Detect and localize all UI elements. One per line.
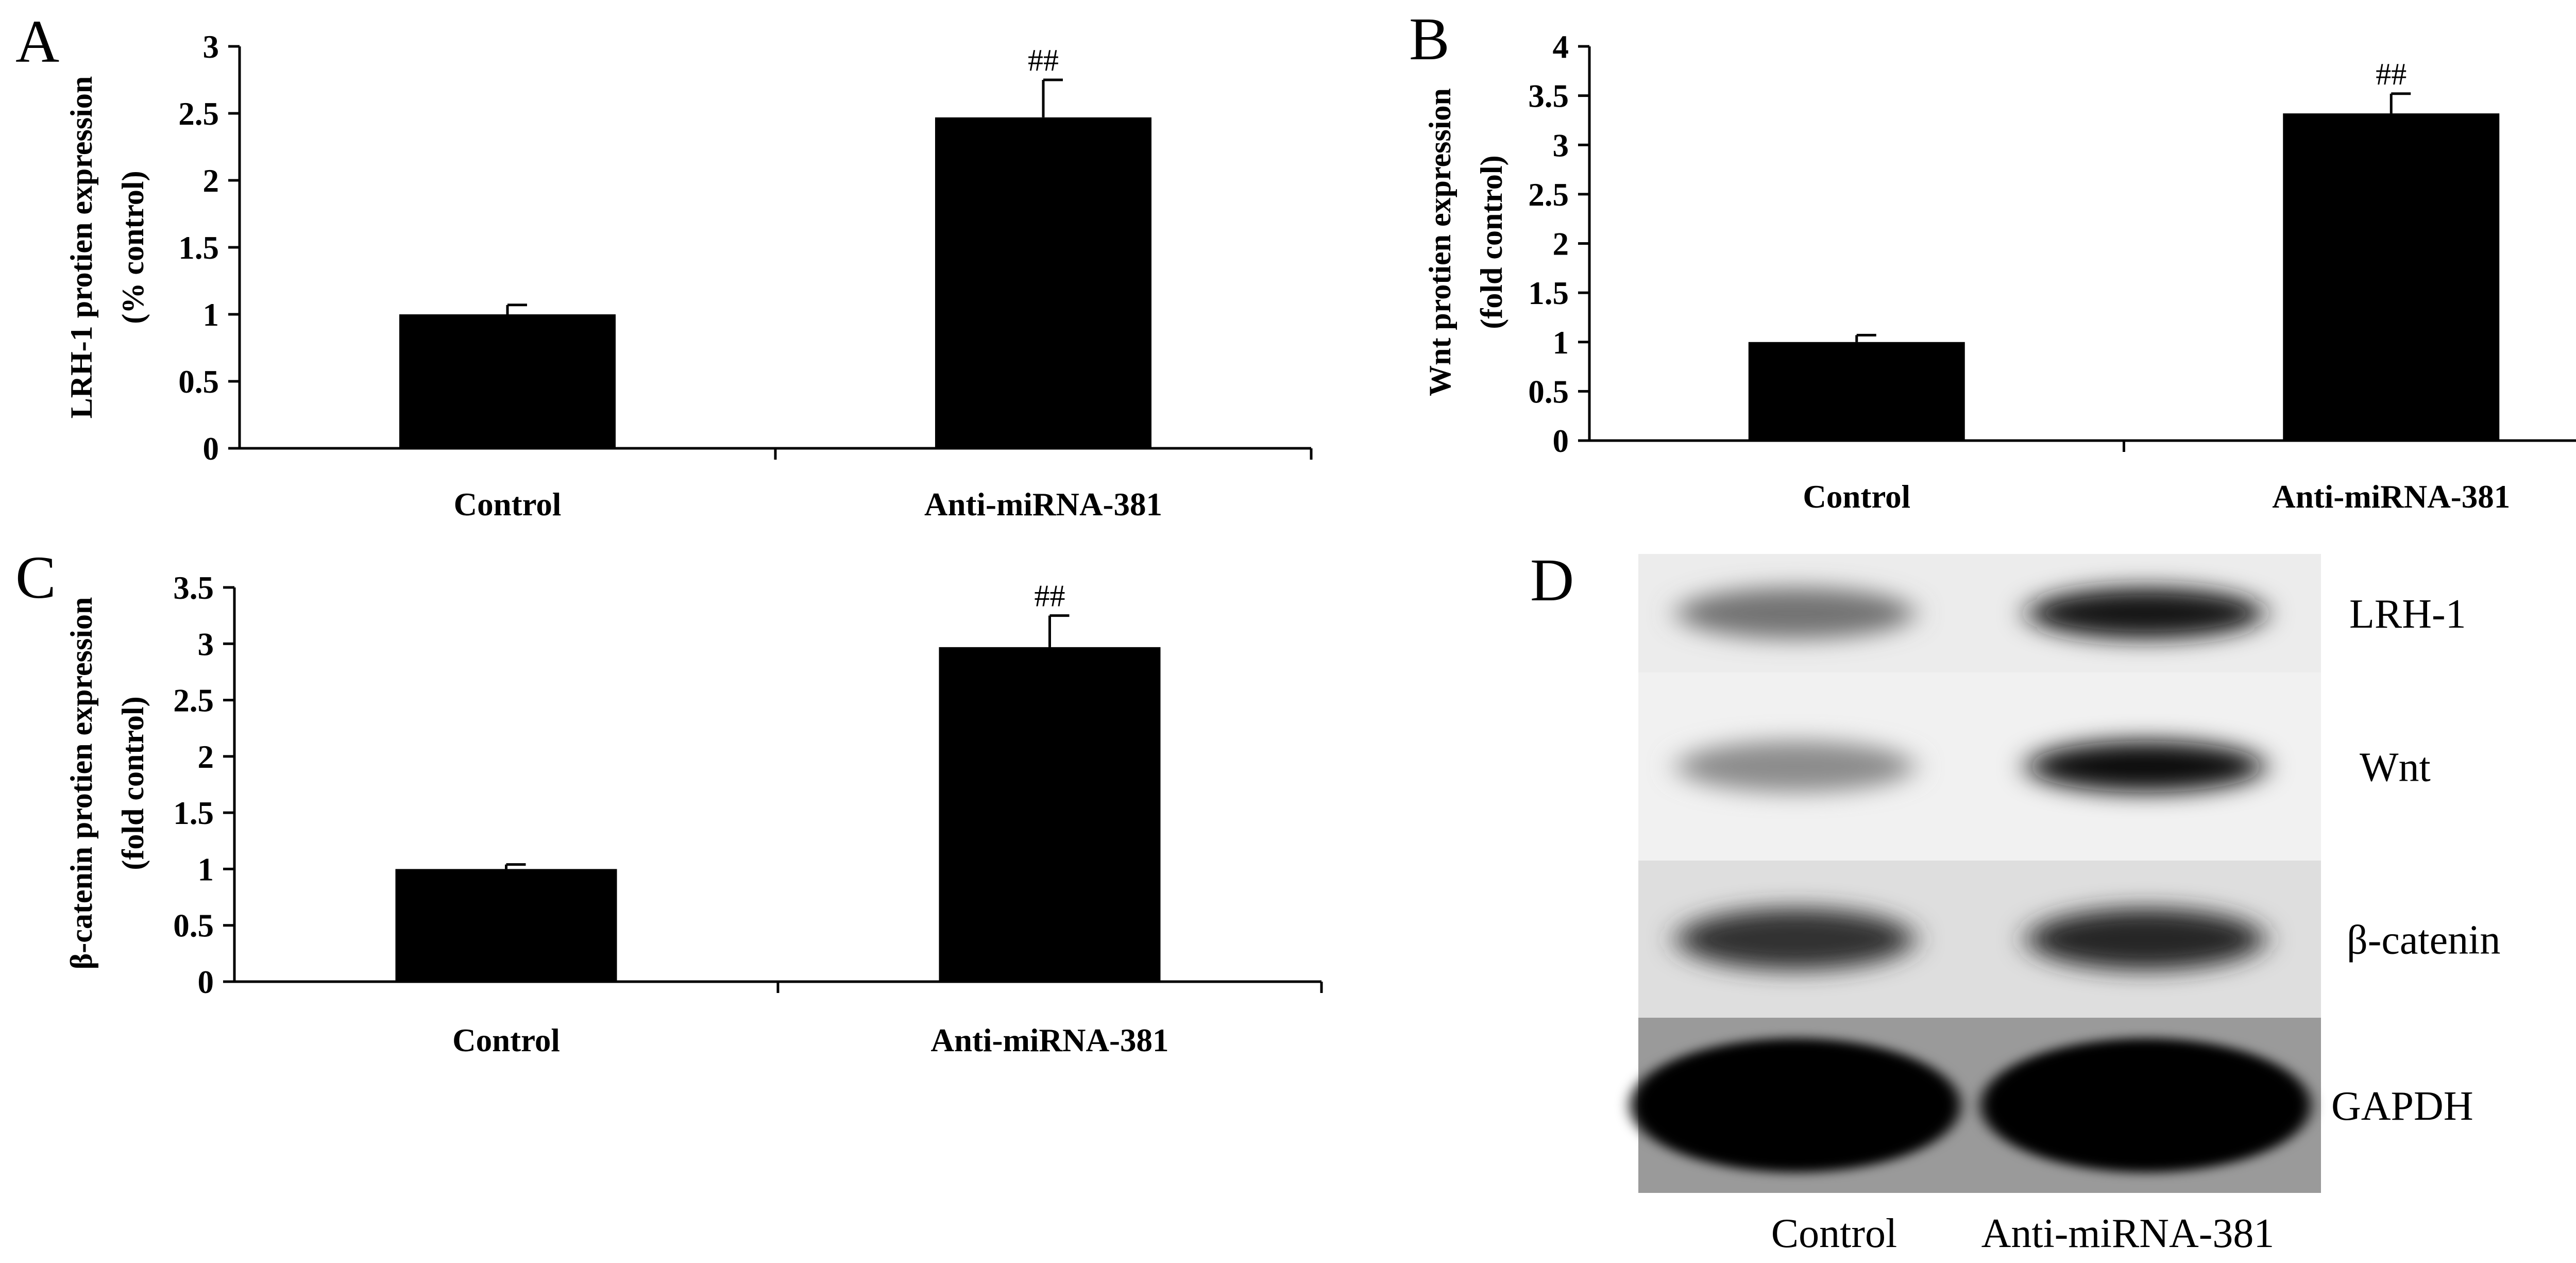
significance-mark: ## (2376, 57, 2406, 91)
y-tick-label: 1.5 (178, 230, 219, 266)
y-tick-label: 0.5 (1528, 374, 1569, 410)
y-tick-label: 0 (1553, 423, 1569, 459)
bar-anti-mirna-381 (935, 117, 1151, 449)
y-tick-label: 0 (198, 964, 214, 1000)
x-category-label: Anti-miRNA-381 (2272, 479, 2510, 515)
panel-letter-c: C (15, 544, 56, 611)
blot-band (1677, 740, 1914, 793)
bar-control (1748, 342, 1965, 441)
y-tick-label: 3.5 (173, 570, 214, 606)
bar-anti-mirna-381 (939, 647, 1161, 982)
y-tick-label: 4 (1553, 29, 1569, 65)
blot-band (1631, 1038, 1960, 1172)
y-tick-label: 2.5 (1528, 177, 1569, 213)
y-tick-label: 1.5 (173, 795, 214, 831)
blot-band (1677, 587, 1914, 639)
blot-band (1677, 908, 1914, 970)
chart-panel-c: 0 0.5 1 1.5 2 2.5 3 3.5 Control ## Anti-miRNA-381 β… (64, 570, 1323, 1058)
y-tick-label: 0.5 (173, 908, 214, 944)
blot-band (1981, 1038, 2311, 1172)
panel-letter-a: A (15, 8, 59, 75)
y-axis-label: β-catenin protien expression (64, 597, 98, 970)
y-axis-label: LRH-1 protien expression (64, 76, 98, 418)
y-tick-label: 0 (203, 431, 219, 467)
y-tick-label: 2 (198, 739, 214, 775)
y-axis-label: Wnt protien expression (1423, 88, 1457, 396)
x-category-label: Control (1803, 479, 1910, 515)
x-category-label: Control (454, 486, 562, 523)
blot-row-label: GAPDH (2331, 1084, 2473, 1129)
y-axis-label: (fold control) (116, 696, 150, 870)
blot-band (2027, 740, 2264, 793)
y-tick-label: 3.5 (1528, 78, 1569, 114)
y-tick-label: 2 (203, 163, 219, 199)
blot-lane-label: Control (1771, 1211, 1897, 1256)
y-tick-label: 1 (198, 851, 214, 887)
x-category-label: Anti-miRNA-381 (931, 1022, 1169, 1058)
blot-band (2027, 587, 2264, 639)
y-tick-label: 2.5 (178, 96, 219, 132)
x-category-label: Anti-miRNA-381 (924, 486, 1162, 523)
western-blot: LRH-1 Wnt β-catenin GAPDH Control Anti-miRNA-… (1631, 554, 2500, 1256)
y-tick-label: 0.5 (178, 364, 219, 400)
chart-panel-b: 0 0.5 1 1.5 2 2.5 3 3.5 4 Control ## Anti-miRNA-381… (1423, 29, 2576, 515)
blot-row-label: Wnt (2360, 745, 2431, 790)
panel-letter-b: B (1409, 5, 1450, 73)
y-tick-label: 1 (203, 297, 219, 333)
blot-lane-label: Anti-miRNA-381 (1981, 1211, 2275, 1256)
y-axis-label: (fold control) (1475, 155, 1509, 329)
bar-control (399, 314, 616, 448)
bar-control (395, 869, 617, 982)
blot-row-label: β-catenin (2347, 918, 2500, 963)
panel-letter-d: D (1530, 546, 1574, 614)
y-axis-label: (% control) (116, 171, 150, 324)
y-tick-label: 2 (1553, 226, 1569, 262)
y-tick-label: 3 (1553, 127, 1569, 163)
bar-anti-mirna-381 (2283, 113, 2500, 441)
y-tick-label: 3 (203, 29, 219, 65)
y-tick-label: 1.5 (1528, 275, 1569, 311)
chart-panel-a: 0 0.5 1 1.5 2 2.5 3 Control ## Anti-miRNA-381 LRH-… (64, 29, 1313, 523)
significance-mark: ## (1028, 43, 1059, 77)
significance-mark: ## (1035, 579, 1065, 613)
x-category-label: Control (452, 1022, 560, 1058)
blot-band (2027, 908, 2264, 970)
blot-row-label: LRH-1 (2349, 592, 2466, 637)
y-tick-label: 2.5 (173, 683, 214, 719)
y-tick-label: 1 (1553, 325, 1569, 361)
y-tick-label: 3 (198, 626, 214, 662)
